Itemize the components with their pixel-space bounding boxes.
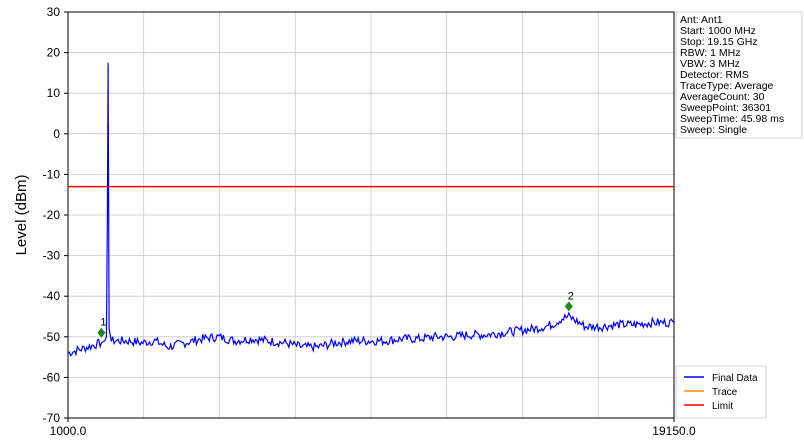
info-line: AverageCount: 30 — [680, 91, 765, 103]
y-axis-label: Level (dBm) — [13, 175, 30, 256]
marker-label: 1 — [100, 317, 106, 329]
legend-label: Trace — [712, 387, 738, 398]
info-line: VBW: 3 MHz — [680, 58, 740, 70]
info-line: TraceType: Average — [680, 80, 774, 92]
y-tick-label: -30 — [43, 249, 61, 263]
info-line: Stop: 19.15 GHz — [680, 36, 758, 48]
info-line: SweepTime: 45.98 ms — [680, 113, 784, 125]
legend: Final Data Trace Limit — [675, 365, 767, 419]
legend-label: Limit — [712, 401, 733, 412]
info-box-frame — [675, 11, 803, 139]
y-tick-label: 30 — [47, 5, 61, 19]
marker-point — [97, 327, 106, 338]
y-tick-label: -50 — [43, 330, 61, 344]
x-axis-ticks: 1000.0 19150.0 — [50, 418, 696, 438]
marker-label: 2 — [568, 290, 574, 302]
info-line: SweepPoint: 36301 — [680, 102, 771, 114]
y-tick-label: 0 — [53, 127, 60, 141]
y-tick-label: -40 — [43, 289, 61, 303]
y-tick-label: 20 — [47, 46, 61, 60]
legend-frame — [675, 365, 767, 419]
y-tick-label: -60 — [43, 370, 61, 384]
y-tick-label: 10 — [47, 86, 61, 100]
y-tick-label: -20 — [43, 208, 61, 222]
x-tick-label: 19150.0 — [652, 424, 696, 438]
info-line: Sweep: Single — [680, 124, 747, 136]
markers: 12 — [97, 290, 574, 338]
series — [67, 62, 675, 357]
y-axis-ticks: 30 20 10 0 -10 -20 -30 -40 -50 -60 -70 — [43, 5, 68, 425]
info-line: Detector: RMS — [680, 69, 749, 81]
series-line-final-data — [67, 62, 675, 357]
x-tick-label: 1000.0 — [50, 424, 87, 438]
grid — [68, 11, 674, 419]
marker-point — [564, 301, 573, 312]
y-tick-label: -10 — [43, 167, 61, 181]
legend-label: Final Data — [712, 373, 758, 384]
info-line: Start: 1000 MHz — [680, 25, 756, 37]
y-tick-label: -70 — [43, 411, 61, 425]
info-line: Ant: Ant1 — [680, 14, 723, 26]
info-line: RBW: 1 MHz — [680, 47, 740, 59]
